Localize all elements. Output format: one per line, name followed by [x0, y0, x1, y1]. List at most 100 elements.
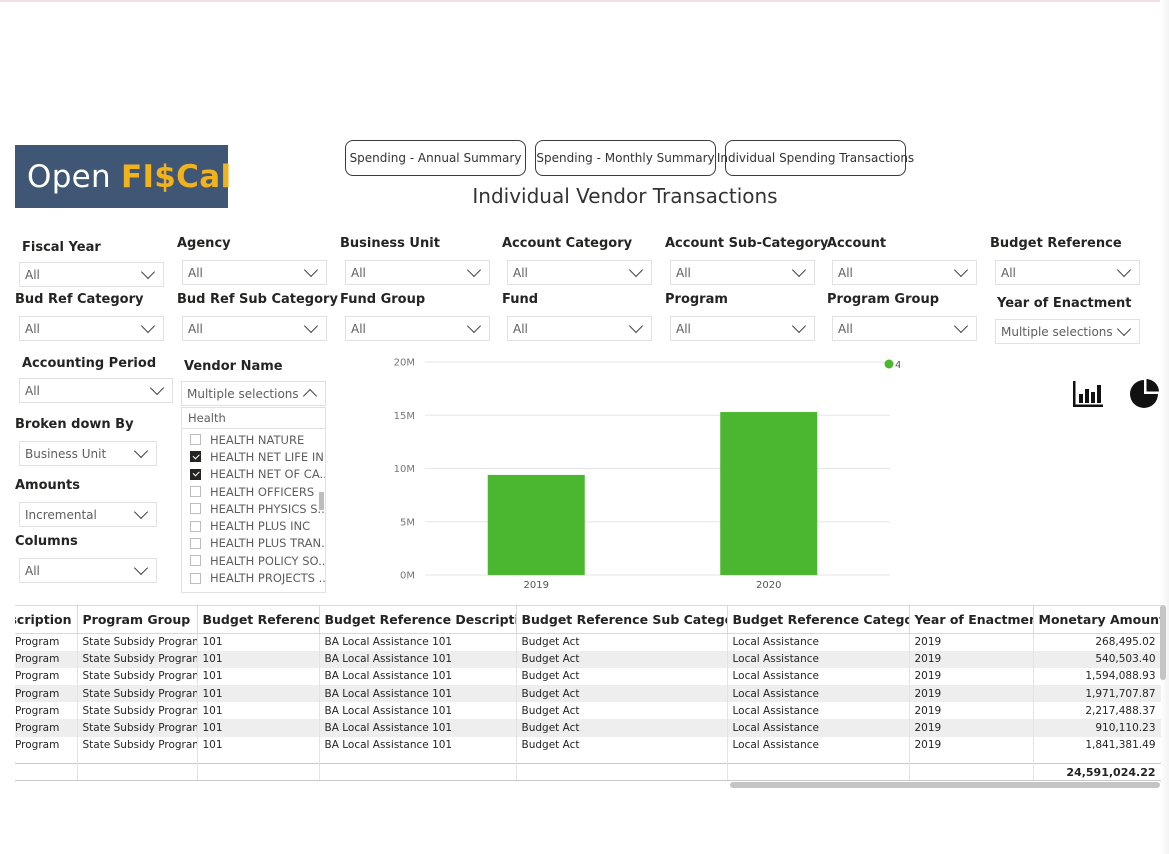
vendor-checkbox[interactable]: [190, 486, 201, 498]
table-cell: BA Local Assistance 101: [319, 685, 517, 703]
vendor-name-label: Vendor Name: [184, 359, 283, 374]
vendor-list-item[interactable]: HEALTH OFFICERS ...: [182, 483, 325, 500]
vendor-item-label: HEALTH PHYSICS S...: [210, 501, 325, 516]
vendor-list-item[interactable]: HEALTH PLUS INC: [182, 517, 325, 534]
table-cell: 101: [197, 685, 320, 703]
table-cell: [909, 753, 1034, 764]
table-row[interactable]: Program State Subsidy Program 101 BA Local …: [15, 736, 1161, 754]
account-category-dropdown[interactable]: All: [507, 260, 652, 285]
chevron-down-icon: [1116, 321, 1132, 337]
fiscal-year-dropdown[interactable]: All: [19, 262, 164, 287]
bar-chart-icon[interactable]: [1072, 380, 1104, 408]
monthly-summary-button[interactable]: Spending - Monthly Summary: [535, 140, 716, 176]
fund-label: Fund: [502, 292, 539, 307]
vendor-list-panel: Health HEALTH NATURE HEALTH NET LIFE IN..…: [181, 407, 326, 593]
chevron-down-icon: [791, 318, 807, 334]
program-dropdown[interactable]: All: [670, 316, 815, 341]
vendor-list-item[interactable]: HEALTH PHYSICS S...: [182, 500, 325, 517]
year-of-enactment-dropdown[interactable]: Multiple selections: [995, 319, 1140, 344]
column-header[interactable]: Budget Reference Sub Category: [516, 605, 728, 634]
vendor-checkbox[interactable]: [190, 503, 201, 515]
fiscal-year-value: All: [25, 267, 40, 282]
chevron-down-icon: [953, 318, 969, 334]
vendor-list-item[interactable]: HEALTH NATURE: [182, 431, 325, 448]
bar-2020[interactable]: [720, 412, 818, 575]
bar-2019[interactable]: [487, 474, 585, 575]
vendor-checkbox[interactable]: [190, 451, 201, 463]
table-cell: [1033, 753, 1161, 764]
account-category-value: All: [513, 265, 528, 280]
vendor-checkbox[interactable]: [190, 434, 201, 446]
pie-chart-icon[interactable]: [1130, 378, 1160, 408]
program-group-dropdown[interactable]: All: [832, 316, 977, 341]
table-cell: [77, 753, 198, 764]
column-header[interactable]: Monetary Amount: [1033, 605, 1161, 634]
broken-down-by-dropdown[interactable]: Business Unit: [19, 441, 157, 466]
table-horizontal-scrollbar[interactable]: [730, 782, 1160, 788]
table-row[interactable]: Program State Subsidy Program 101 BA Local …: [15, 702, 1161, 720]
annual-summary-button[interactable]: Spending - Annual Summary: [345, 140, 526, 176]
table-cell: Program: [15, 702, 78, 720]
agency-dropdown[interactable]: All: [182, 260, 327, 285]
fund-group-label: Fund Group: [340, 292, 426, 307]
table-row[interactable]: Program State Subsidy Program 101 BA Local …: [15, 719, 1161, 737]
vendor-checkbox[interactable]: [190, 520, 201, 532]
individual-transactions-button[interactable]: Individual Spending Transactions: [717, 140, 914, 176]
table-cell: State Subsidy Program: [77, 633, 198, 651]
budget-reference-dropdown[interactable]: All: [995, 260, 1140, 285]
columns-value: All: [25, 563, 40, 578]
fund-dropdown[interactable]: All: [507, 316, 652, 341]
column-header[interactable]: Budget Reference: [197, 605, 320, 634]
table-cell: [77, 763, 198, 781]
amounts-dropdown[interactable]: Incremental: [19, 502, 157, 527]
table-row[interactable]: Program State Subsidy Program 101 BA Local …: [15, 633, 1161, 651]
bud-ref-sub-category-dropdown[interactable]: All: [182, 316, 327, 341]
top-border: [0, 0, 1169, 2]
vendor-list-item[interactable]: HEALTH NET LIFE IN...: [182, 448, 325, 465]
table-cell: Local Assistance: [727, 667, 910, 686]
table-cell: 101: [197, 719, 320, 737]
column-header[interactable]: Budget Reference Description: [319, 605, 517, 634]
column-header[interactable]: Program Group: [77, 605, 198, 634]
column-header[interactable]: Description: [15, 605, 78, 634]
legend-label: 4800: [895, 360, 900, 371]
bud-ref-sub-category-value: All: [188, 321, 203, 336]
vendor-list-item[interactable]: HEALTH PLUS TRAN...: [182, 535, 325, 552]
program-group-value: All: [838, 321, 853, 336]
vendor-checkbox[interactable]: [190, 572, 201, 584]
fund-group-dropdown[interactable]: All: [345, 316, 490, 341]
column-header[interactable]: Year of Enactment: [909, 605, 1034, 634]
columns-dropdown[interactable]: All: [19, 558, 157, 583]
y-tick-label: 10M: [394, 464, 415, 475]
vendor-list-scrollbar[interactable]: [319, 492, 324, 510]
table-cell: Local Assistance: [727, 736, 910, 754]
bud-ref-category-dropdown[interactable]: All: [19, 316, 164, 341]
account-sub-category-dropdown[interactable]: All: [670, 260, 815, 285]
business-unit-value: All: [351, 265, 366, 280]
vendor-list-item[interactable]: HEALTH NET OF CA...: [182, 466, 325, 483]
column-header[interactable]: Budget Reference Category: [727, 605, 910, 634]
vendor-checkbox[interactable]: [190, 537, 201, 549]
chevron-down-icon: [133, 560, 149, 576]
y-tick-label: 5M: [400, 517, 415, 528]
accounting-period-dropdown[interactable]: All: [19, 378, 173, 403]
vendor-list-item[interactable]: HEALTH POLICY SO...: [182, 552, 325, 569]
table-vertical-scrollbar[interactable]: [1160, 605, 1166, 680]
business-unit-dropdown[interactable]: All: [345, 260, 490, 285]
vendor-name-value: Multiple selections: [187, 386, 299, 401]
table-cell: 540,503.40: [1033, 650, 1161, 668]
vendor-list-item[interactable]: HEALTH PROJECTS ...: [182, 569, 325, 586]
vendor-search-input[interactable]: Health: [182, 408, 325, 429]
chevron-down-icon: [140, 318, 156, 334]
table-row[interactable]: Program State Subsidy Program 101 BA Local …: [15, 685, 1161, 703]
vendor-checkbox[interactable]: [190, 555, 201, 567]
account-dropdown[interactable]: All: [832, 260, 977, 285]
table-row[interactable]: Program State Subsidy Program 101 BA Local …: [15, 667, 1161, 686]
table-cell: Program: [15, 719, 78, 737]
vendor-checkbox[interactable]: [190, 468, 201, 480]
table-cell: 101: [197, 667, 320, 686]
vendor-name-dropdown[interactable]: Multiple selections: [181, 381, 326, 406]
table-row[interactable]: Program State Subsidy Program 101 BA Local …: [15, 650, 1161, 668]
broken-down-by-value: Business Unit: [25, 446, 107, 461]
